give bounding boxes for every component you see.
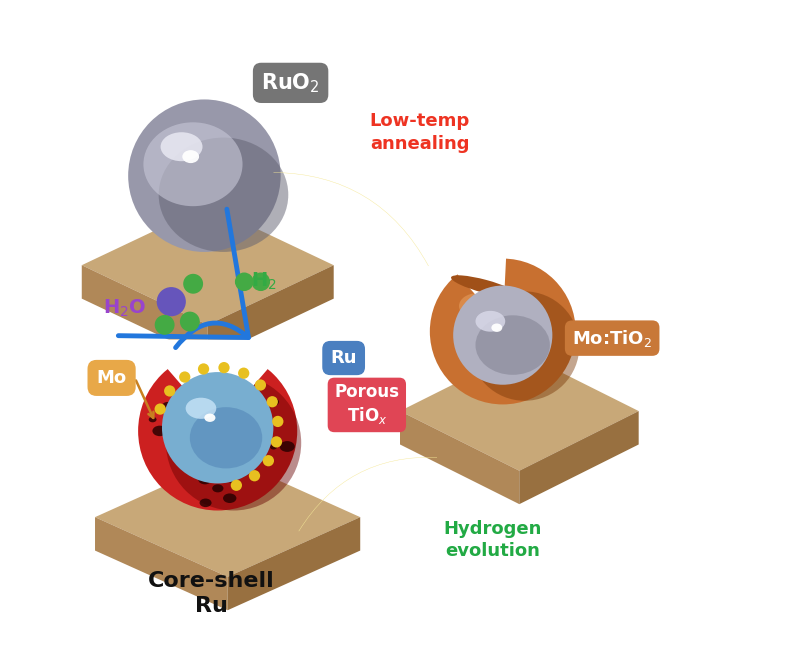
Ellipse shape <box>270 444 277 450</box>
Circle shape <box>154 404 166 415</box>
Circle shape <box>162 372 274 483</box>
FancyArrowPatch shape <box>298 457 437 531</box>
Text: Mo:TiO$_2$: Mo:TiO$_2$ <box>572 328 652 349</box>
Polygon shape <box>437 251 506 326</box>
Ellipse shape <box>170 402 185 412</box>
Text: Core-shell
Ru: Core-shell Ru <box>148 571 274 616</box>
Circle shape <box>230 479 242 491</box>
Circle shape <box>198 363 209 375</box>
Circle shape <box>154 315 174 335</box>
Circle shape <box>180 312 200 332</box>
Ellipse shape <box>143 123 242 206</box>
Ellipse shape <box>226 475 238 483</box>
Ellipse shape <box>226 381 236 388</box>
Text: Low-temp
annealing: Low-temp annealing <box>370 113 470 152</box>
Ellipse shape <box>194 378 202 384</box>
Circle shape <box>430 259 576 404</box>
Polygon shape <box>82 206 334 325</box>
Circle shape <box>262 455 274 466</box>
Ellipse shape <box>280 441 294 452</box>
Circle shape <box>238 367 250 379</box>
Text: Hydrogen
evolution: Hydrogen evolution <box>444 520 542 560</box>
Ellipse shape <box>242 446 252 453</box>
Ellipse shape <box>196 393 204 399</box>
Circle shape <box>272 416 283 427</box>
FancyArrowPatch shape <box>118 209 249 347</box>
Ellipse shape <box>268 398 279 406</box>
Ellipse shape <box>194 416 201 422</box>
Ellipse shape <box>190 407 262 469</box>
Polygon shape <box>400 351 638 471</box>
Ellipse shape <box>198 475 212 485</box>
Polygon shape <box>208 265 334 358</box>
Circle shape <box>138 351 298 511</box>
Ellipse shape <box>182 150 199 163</box>
Text: H$_2$: H$_2$ <box>251 271 277 292</box>
Ellipse shape <box>189 462 200 470</box>
Circle shape <box>271 436 282 448</box>
Circle shape <box>249 470 260 481</box>
Ellipse shape <box>475 316 550 375</box>
Circle shape <box>266 396 278 407</box>
Circle shape <box>128 99 281 252</box>
Circle shape <box>235 272 254 291</box>
Polygon shape <box>400 411 519 504</box>
Ellipse shape <box>199 499 211 507</box>
Ellipse shape <box>149 417 157 422</box>
Ellipse shape <box>194 382 208 392</box>
Ellipse shape <box>223 493 237 503</box>
Circle shape <box>251 272 270 291</box>
Ellipse shape <box>153 426 167 436</box>
Circle shape <box>218 362 230 373</box>
Ellipse shape <box>212 485 223 493</box>
Ellipse shape <box>204 414 215 422</box>
Text: Ru: Ru <box>330 349 357 367</box>
Circle shape <box>254 379 266 391</box>
Polygon shape <box>228 517 360 610</box>
Ellipse shape <box>166 375 302 511</box>
Text: Porous
TiO$_x$: Porous TiO$_x$ <box>334 383 399 426</box>
Ellipse shape <box>216 466 229 475</box>
Ellipse shape <box>470 292 579 400</box>
Circle shape <box>157 287 186 316</box>
Ellipse shape <box>238 372 249 379</box>
Polygon shape <box>519 411 638 504</box>
Ellipse shape <box>246 438 258 446</box>
Ellipse shape <box>475 311 506 332</box>
Ellipse shape <box>182 424 192 432</box>
Circle shape <box>164 385 175 396</box>
FancyArrowPatch shape <box>274 172 429 266</box>
Ellipse shape <box>202 469 217 480</box>
Text: Mo: Mo <box>97 369 126 387</box>
Polygon shape <box>95 457 360 577</box>
Ellipse shape <box>168 420 183 430</box>
Text: H$_2$O: H$_2$O <box>103 298 146 319</box>
Text: RuO$_2$: RuO$_2$ <box>262 71 320 95</box>
Circle shape <box>183 274 203 294</box>
Ellipse shape <box>491 324 502 332</box>
Ellipse shape <box>459 293 495 319</box>
Ellipse shape <box>205 381 215 389</box>
Ellipse shape <box>161 132 202 161</box>
Ellipse shape <box>186 428 195 434</box>
Ellipse shape <box>193 409 202 416</box>
Circle shape <box>179 371 190 383</box>
Ellipse shape <box>158 138 288 252</box>
Polygon shape <box>82 265 208 358</box>
Ellipse shape <box>451 275 518 297</box>
Ellipse shape <box>238 444 250 452</box>
Polygon shape <box>95 517 228 610</box>
Ellipse shape <box>162 402 174 410</box>
Ellipse shape <box>234 437 246 446</box>
Ellipse shape <box>186 398 216 419</box>
Circle shape <box>453 286 552 385</box>
Polygon shape <box>142 339 294 427</box>
